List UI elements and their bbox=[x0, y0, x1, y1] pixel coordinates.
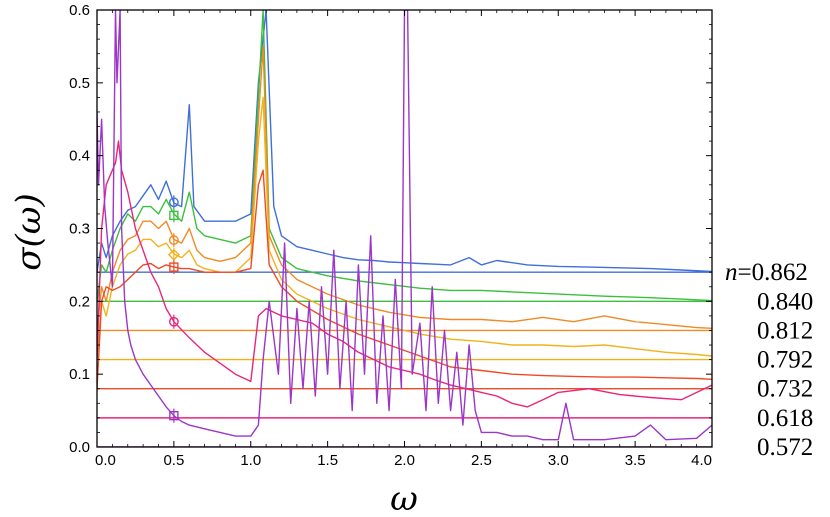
y-tick-label-0.4: 0.4 bbox=[69, 148, 90, 165]
x-tick-label-3.0: 3.0 bbox=[548, 452, 569, 469]
curve-0.792 bbox=[97, 96, 712, 360]
x-tick-label-1.5: 1.5 bbox=[317, 452, 338, 469]
curve-0.732 bbox=[97, 169, 712, 389]
series-0.792 bbox=[97, 96, 712, 361]
series-0.572 bbox=[97, 10, 712, 447]
x-tick-label-0.0: 0.0 bbox=[95, 452, 116, 469]
y-tick-label-0.6: 0.6 bbox=[69, 2, 90, 19]
marker-0.732 bbox=[169, 262, 179, 272]
series-0.618 bbox=[97, 140, 712, 419]
series-label-0.812: 0.812 bbox=[757, 317, 813, 344]
marker-0.840 bbox=[169, 210, 179, 221]
curve-0.572 bbox=[97, 10, 712, 441]
y-tick-label-0.3: 0.3 bbox=[69, 221, 90, 238]
marker-0.572 bbox=[169, 410, 179, 421]
y-tick-label-0.2: 0.2 bbox=[69, 293, 90, 310]
series-label-0.732: 0.732 bbox=[757, 376, 813, 403]
y-tick-label-0.1: 0.1 bbox=[69, 366, 90, 383]
axes-layer: 0.0 0.5 1.0 1.5 2.0 2.5 3.0 3.5 4.0 0.0 0.1 0.2 0.3 0… bbox=[69, 2, 713, 469]
series-label-0.792: 0.792 bbox=[757, 347, 813, 374]
marker-0.618 bbox=[168, 316, 179, 327]
series-label-0.618: 0.618 bbox=[757, 405, 813, 432]
y-tick-label-0.0: 0.0 bbox=[69, 439, 90, 456]
y-tick-label-0.5: 0.5 bbox=[69, 75, 90, 92]
x-tick-label-4.0: 4.0 bbox=[691, 452, 712, 469]
x-tick-label-3.5: 3.5 bbox=[625, 452, 646, 469]
x-axis-label: ω bbox=[390, 479, 418, 517]
series-label-0.840: 0.840 bbox=[757, 288, 813, 315]
x-tick-label-1.0: 1.0 bbox=[240, 452, 261, 469]
y-axis-label: σ(ω) bbox=[9, 193, 49, 270]
marker-0.812 bbox=[168, 235, 179, 246]
marker-0.792 bbox=[167, 248, 180, 261]
series-label-0.862: n=0.862 bbox=[725, 259, 808, 286]
curve-0.618 bbox=[97, 140, 712, 408]
series-0.862 bbox=[97, 10, 712, 273]
x-tick-label-0.5: 0.5 bbox=[163, 452, 184, 469]
curve-0.862 bbox=[97, 10, 712, 273]
x-tick-label-2.5: 2.5 bbox=[471, 452, 492, 469]
series-layer bbox=[97, 10, 712, 447]
series-label-0.572: 0.572 bbox=[757, 434, 813, 461]
marker-0.862 bbox=[168, 197, 179, 208]
x-tick-label-2.0: 2.0 bbox=[394, 452, 415, 469]
series-0.732 bbox=[97, 169, 712, 390]
